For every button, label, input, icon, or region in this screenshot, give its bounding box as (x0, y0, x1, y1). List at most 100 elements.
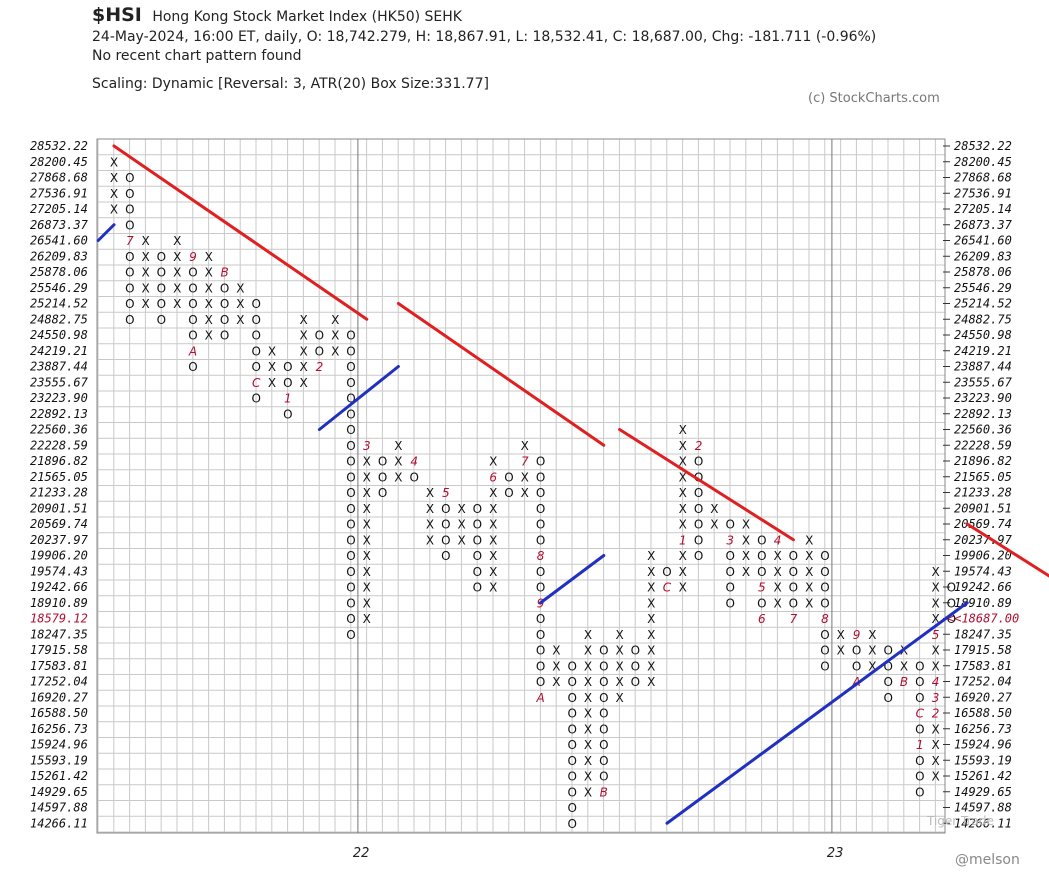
y-label-left: 25546.29 (30, 281, 88, 295)
y-label-right: 25546.29 (954, 281, 1012, 295)
o-box: O (536, 486, 545, 500)
x-box: X (931, 596, 939, 610)
brand-watermark: Tiger Trade (927, 814, 994, 828)
y-label-right: 22892.13 (954, 407, 1012, 421)
o-box: O (157, 313, 166, 327)
o-box: O (473, 533, 482, 547)
month-marker: 4 (410, 455, 418, 469)
o-box: O (473, 549, 482, 563)
x-box: X (489, 455, 497, 469)
symbol: $HSI (92, 4, 142, 26)
x-box: X (679, 518, 687, 532)
o-box: O (188, 266, 197, 280)
o-box: O (473, 518, 482, 532)
y-label-left: 24882.75 (30, 312, 88, 326)
o-box: O (251, 392, 260, 406)
y-label-right: 20569.74 (954, 517, 1012, 531)
o-box: O (567, 659, 576, 673)
o-box: O (220, 329, 229, 343)
x-box: X (647, 644, 655, 658)
o-box: O (473, 502, 482, 516)
o-box: O (536, 502, 545, 516)
o-box: O (694, 518, 703, 532)
x-box: X (521, 486, 529, 500)
y-label-left: 20237.97 (30, 533, 89, 547)
x-box: X (679, 423, 687, 437)
o-box: O (315, 329, 324, 343)
o-box: O (536, 628, 545, 642)
o-box: O (757, 596, 766, 610)
y-label-right: 27536.91 (954, 186, 1012, 200)
x-box: X (363, 455, 371, 469)
o-box: O (725, 549, 734, 563)
o-box: O (820, 549, 829, 563)
o-box: O (694, 455, 703, 469)
y-label-right: 24219.21 (954, 344, 1012, 358)
x-box: X (489, 518, 497, 532)
y-label-right: 14597.88 (954, 801, 1012, 815)
support-trendline (96, 223, 116, 242)
y-label-right: 18910.89 (954, 596, 1012, 610)
x-box: X (489, 502, 497, 516)
x-box: X (489, 486, 497, 500)
o-box: O (346, 439, 355, 453)
x-box: X (805, 581, 813, 595)
o-box: O (441, 533, 450, 547)
o-box: O (567, 722, 576, 736)
o-box: O (441, 502, 450, 516)
o-box: O (725, 518, 734, 532)
x-box: X (363, 581, 371, 595)
y-label-left: 22892.13 (30, 407, 88, 421)
stockcharts-watermark: (c) StockCharts.com (808, 91, 940, 106)
x-box: X (521, 470, 529, 484)
o-box: O (125, 313, 134, 327)
month-marker: 1 (916, 738, 924, 752)
o-box: O (883, 644, 892, 658)
x-box: X (931, 754, 939, 768)
o-box: O (536, 518, 545, 532)
y-label-right: 28200.45 (954, 155, 1012, 169)
x-box: X (394, 455, 402, 469)
o-box: O (283, 360, 292, 374)
o-box: O (441, 518, 450, 532)
y-label-left: 18910.89 (30, 596, 88, 610)
o-box: O (883, 691, 892, 705)
x-box: X (363, 502, 371, 516)
y-label-right: 23887.44 (954, 360, 1012, 374)
o-box: O (915, 691, 924, 705)
resistance-trendline (112, 144, 369, 321)
o-box: O (820, 565, 829, 579)
x-box: X (299, 313, 307, 327)
x-box: X (679, 470, 687, 484)
o-box: O (536, 565, 545, 579)
o-box: O (346, 344, 355, 358)
x-box: X (584, 785, 592, 799)
o-box: O (536, 612, 545, 626)
y-label-left: 18247.35 (30, 627, 88, 641)
o-box: O (125, 171, 134, 185)
x-box: X (837, 644, 845, 658)
o-box: O (220, 281, 229, 295)
x-box: X (363, 549, 371, 563)
o-box: O (125, 250, 134, 264)
x-box: X (268, 376, 276, 390)
o-box: O (346, 455, 355, 469)
x-box: X (173, 297, 181, 311)
month-marker: A (535, 691, 544, 705)
o-box: O (251, 297, 260, 311)
x-box: X (742, 533, 750, 547)
y-label-right: 20901.51 (954, 501, 1012, 515)
o-box: O (599, 659, 608, 673)
y-label-right: 18247.35 (954, 627, 1012, 641)
o-box: O (694, 502, 703, 516)
o-box: O (883, 659, 892, 673)
o-box: O (220, 297, 229, 311)
y-label-right: 28532.22 (954, 139, 1012, 153)
x-box: X (773, 565, 781, 579)
x-box: X (205, 266, 213, 280)
x-box: X (931, 722, 939, 736)
y-label-right: 27205.14 (954, 202, 1012, 216)
x-box: X (584, 738, 592, 752)
o-box: O (125, 218, 134, 232)
x-box: X (931, 644, 939, 658)
